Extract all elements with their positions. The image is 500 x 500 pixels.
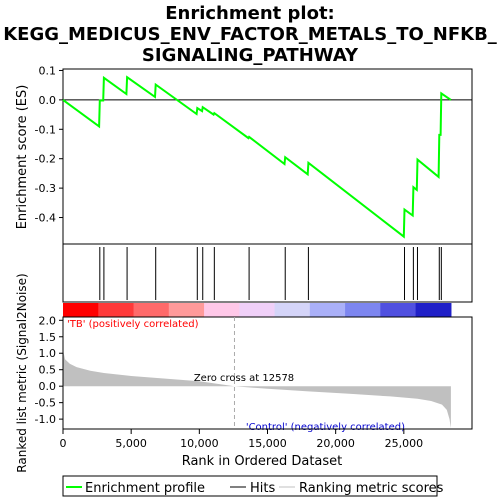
hits-panel-frame xyxy=(62,243,473,303)
es-y-tick-label: -0.4 xyxy=(35,212,56,225)
legend-enrichment-label: Enrichment profile xyxy=(85,481,205,496)
x-tick-label: 25,000 xyxy=(385,437,424,450)
zero-cross-label: Zero cross at 12578 xyxy=(194,373,294,384)
rank-color-bar xyxy=(63,303,452,317)
color-bar-segment xyxy=(98,303,135,317)
color-bar-segment xyxy=(239,303,276,317)
metric-y-tick-label: 1.0 xyxy=(39,347,57,360)
chart-title-line-2: KEGG_MEDICUS_ENV_FACTOR_METALS_TO_NFKB_ xyxy=(3,24,497,45)
color-bar-segment xyxy=(133,303,170,317)
color-bar-segment xyxy=(415,303,452,317)
es-y-ticks: 0.1 0.0 -0.1 -0.2 -0.3 -0.4 xyxy=(35,64,63,225)
color-bar-segment xyxy=(63,303,99,317)
x-ticks: 0 5,000 10,000 15,000 20,000 25,000 xyxy=(60,429,424,450)
x-tick-label: 15,000 xyxy=(248,437,287,450)
negative-correlation-label: 'Control' (negatively correlated) xyxy=(246,422,405,433)
es-y-tick-label: -0.1 xyxy=(35,123,56,136)
legend-hits-label: Hits xyxy=(250,481,275,496)
legend-metric-label: Ranking metric scores xyxy=(299,481,444,496)
metric-y-tick-label: 0.0 xyxy=(39,380,57,393)
color-bar-segment xyxy=(274,303,311,317)
es-panel: 0.1 0.0 -0.1 -0.2 -0.3 -0.4 Enrichment score … xyxy=(15,64,473,245)
x-axis: 0 5,000 10,000 15,000 20,000 25,000 Rank in O… xyxy=(60,428,472,469)
es-y-axis-label: Enrichment score (ES) xyxy=(15,85,30,230)
ranking-metric-area xyxy=(63,349,451,429)
color-bar-segment xyxy=(345,303,381,317)
chart-title-line-1: Enrichment plot: xyxy=(165,3,335,24)
metric-panel: 2.0 1.5 1.0 0.5 0.0 -0.5 -1.0 Zero cross at 12… xyxy=(15,273,473,473)
es-y-tick-label: -0.3 xyxy=(35,182,56,195)
metric-y-tick-label: 1.5 xyxy=(39,331,57,344)
metric-y-tick-label: -0.5 xyxy=(35,397,56,410)
x-tick-label: 0 xyxy=(60,437,67,450)
chart-title-line-3: SIGNALING_PATHWAY xyxy=(142,45,359,66)
x-axis-label: Rank in Ordered Dataset xyxy=(182,454,343,469)
metric-y-tick-label: 0.5 xyxy=(39,364,57,377)
x-tick-label: 5,000 xyxy=(115,437,147,450)
positive-correlation-label: 'TB' (positively correlated) xyxy=(67,319,199,330)
enrichment-profile-line xyxy=(62,75,452,239)
hits-panel xyxy=(62,243,473,303)
color-bar-segment xyxy=(168,303,205,317)
hit-lines xyxy=(99,247,442,300)
es-y-tick-label: 0.0 xyxy=(39,94,57,107)
x-tick-label: 10,000 xyxy=(180,437,219,450)
legend: Enrichment profile Hits Ranking metric s… xyxy=(62,475,444,497)
metric-y-tick-label: -1.0 xyxy=(35,413,56,426)
es-y-tick-label: -0.2 xyxy=(35,153,56,166)
x-tick-label: 20,000 xyxy=(316,437,355,450)
es-y-tick-label: 0.1 xyxy=(39,64,57,77)
metric-y-ticks: 2.0 1.5 1.0 0.5 0.0 -0.5 -1.0 xyxy=(35,314,63,426)
color-bar-segment xyxy=(309,303,346,317)
legend-frame xyxy=(62,475,438,497)
color-bar-segment xyxy=(204,303,240,317)
metric-y-tick-label: 2.0 xyxy=(39,314,57,327)
color-bar-segment xyxy=(380,303,417,317)
metric-y-axis-label: Ranked list metric (Signal2Noise) xyxy=(15,273,29,472)
